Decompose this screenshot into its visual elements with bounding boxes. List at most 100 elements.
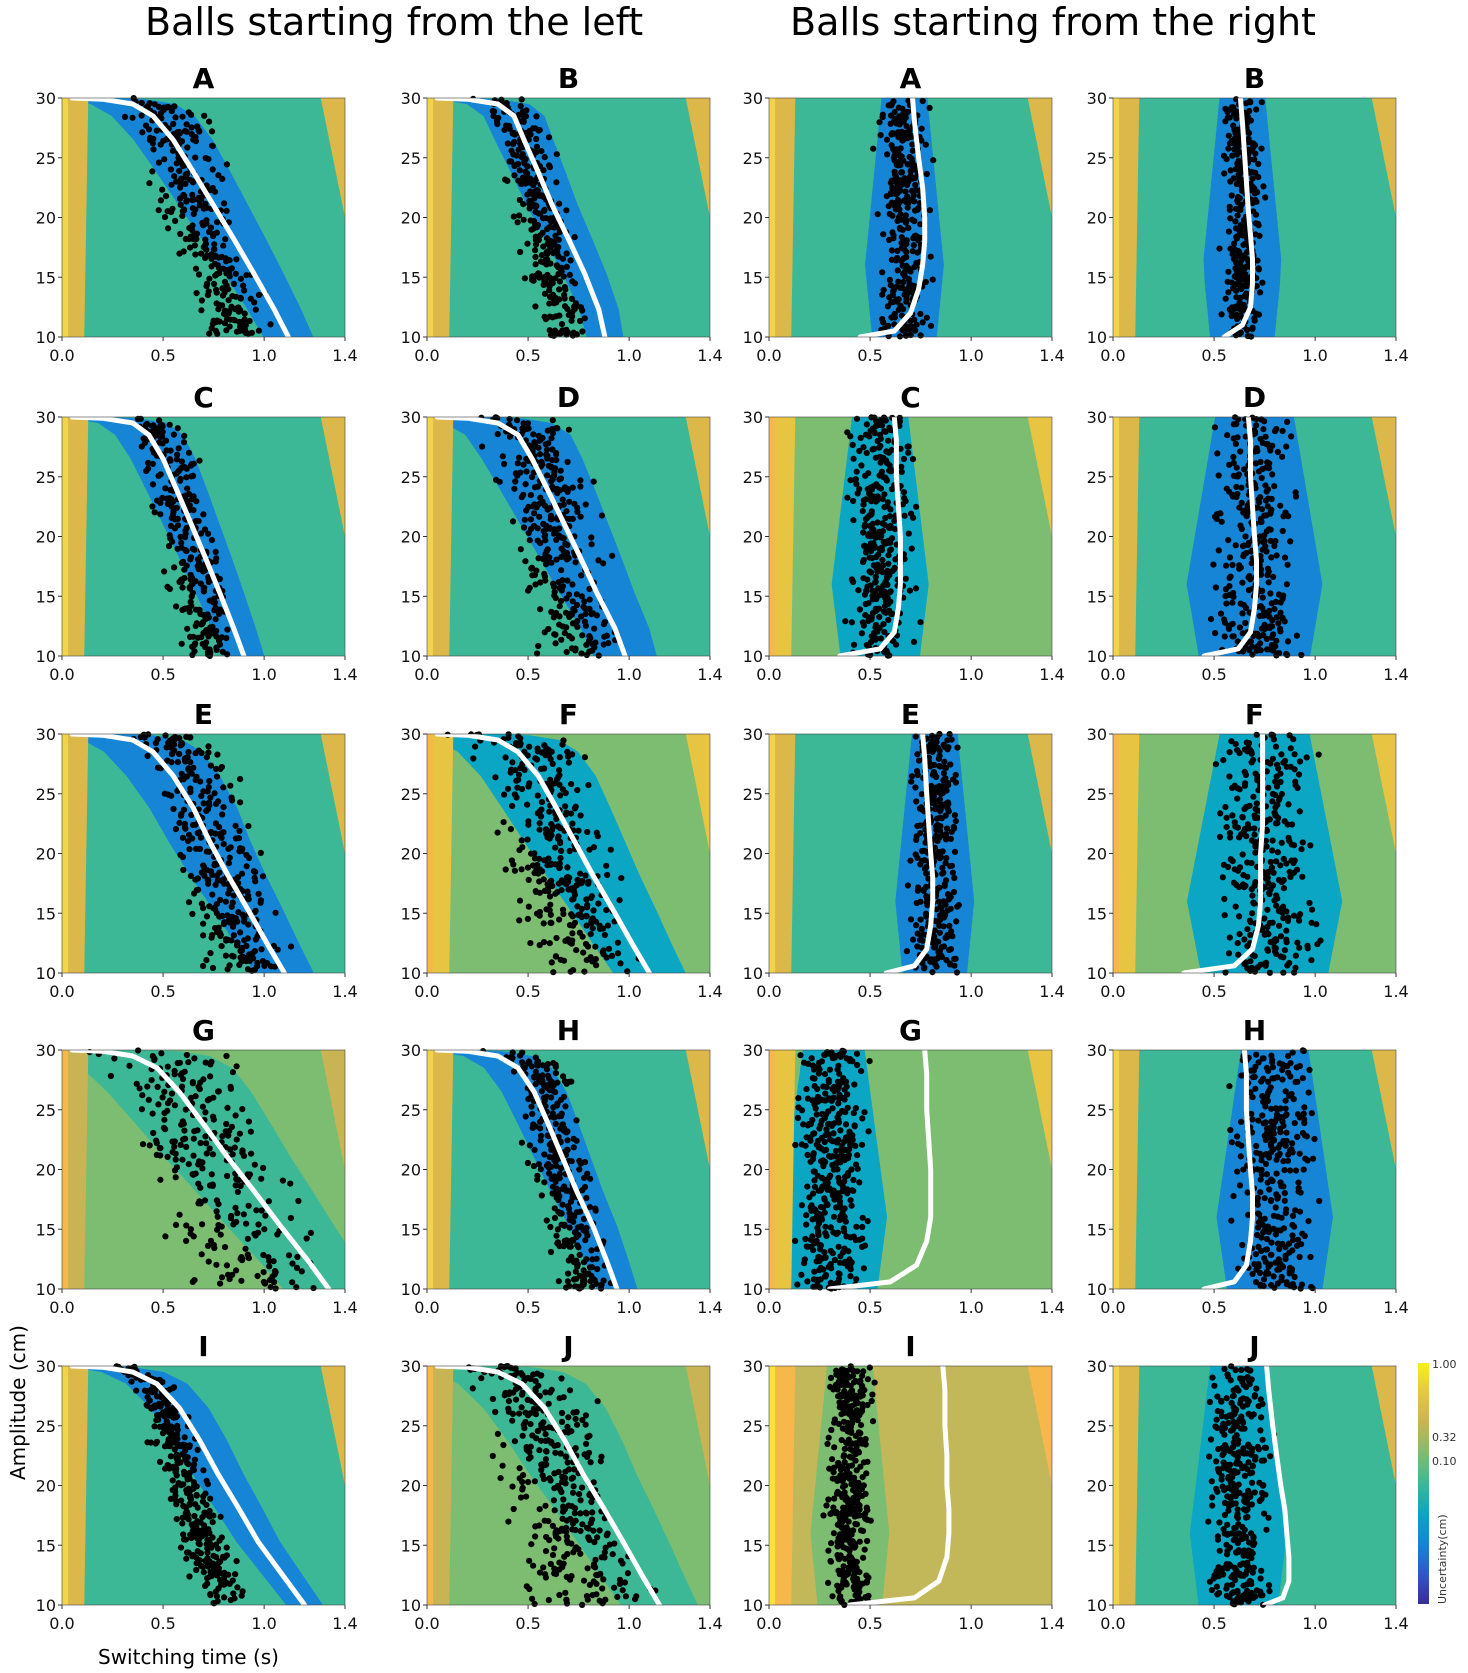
data-point [897, 445, 904, 452]
data-point [571, 1259, 578, 1266]
y-tick-label: 30 [401, 725, 421, 744]
data-point [1299, 873, 1306, 880]
data-point [470, 755, 477, 762]
data-point [538, 1192, 545, 1199]
data-point [185, 831, 193, 838]
data-point [217, 1280, 224, 1287]
data-point [534, 650, 541, 657]
data-point [1235, 163, 1242, 170]
data-point [563, 1080, 570, 1087]
panel-left-e: 10 15 20 25 30 0.0 0.5 1.0 1.4 E [0, 698, 358, 1018]
data-point [877, 485, 884, 492]
data-point [544, 427, 551, 434]
data-point [1233, 483, 1240, 490]
data-point [1253, 800, 1260, 807]
data-point [924, 896, 931, 903]
data-point [850, 578, 857, 585]
data-point [900, 157, 907, 164]
data-point [149, 1110, 156, 1117]
data-point [536, 500, 543, 507]
data-point [539, 1072, 546, 1079]
data-point [582, 610, 589, 617]
data-point [227, 782, 234, 789]
data-point [1262, 497, 1270, 504]
data-point [566, 847, 573, 855]
data-point [170, 805, 177, 813]
data-point [564, 458, 571, 466]
data-point [907, 916, 915, 923]
data-point [942, 860, 949, 867]
data-point [219, 265, 227, 272]
data-point [1275, 814, 1282, 822]
data-point [885, 560, 892, 567]
data-point [558, 847, 565, 854]
data-point [1246, 646, 1253, 653]
x-tick-label: 1.0 [616, 982, 641, 1001]
data-point [551, 631, 558, 638]
data-point [250, 955, 257, 962]
data-point [906, 280, 913, 287]
data-point [180, 248, 187, 255]
panel-label: E [193, 698, 214, 731]
y-tick-label: 20 [401, 209, 421, 228]
data-point [921, 847, 928, 854]
data-point [1242, 433, 1249, 440]
y-tick-label: 15 [401, 587, 421, 606]
data-point [179, 212, 186, 219]
y-tick-label: 15 [36, 268, 56, 287]
data-point [1272, 778, 1279, 785]
data-point [185, 899, 193, 906]
data-point [1272, 743, 1280, 750]
data-point [532, 261, 539, 268]
data-point [543, 235, 551, 242]
data-point [888, 200, 895, 207]
data-point [242, 1245, 249, 1252]
data-point [541, 154, 548, 161]
data-point [570, 967, 577, 974]
data-point [552, 1089, 559, 1096]
data-point [251, 948, 258, 955]
data-point [511, 138, 518, 146]
data-point [884, 499, 891, 506]
data-point [508, 766, 515, 773]
data-point [534, 861, 541, 869]
data-point [949, 933, 956, 940]
data-point [208, 263, 215, 270]
data-point [917, 332, 924, 339]
data-point [164, 1100, 172, 1107]
data-point [179, 584, 186, 591]
data-point [175, 445, 182, 452]
data-point [1234, 212, 1241, 219]
data-point [552, 1070, 559, 1077]
data-point [884, 151, 891, 158]
data-point [588, 534, 595, 541]
data-point [524, 163, 531, 170]
data-point [203, 754, 210, 761]
data-point [174, 522, 182, 529]
data-point [174, 759, 181, 766]
data-point [1239, 579, 1246, 586]
data-point [549, 823, 557, 830]
contour-layer [1113, 98, 1396, 337]
data-point [923, 170, 930, 178]
data-point [532, 303, 539, 310]
data-point [1221, 616, 1228, 623]
data-point [559, 906, 567, 913]
data-point [190, 764, 197, 771]
data-point [272, 909, 279, 916]
data-point [881, 603, 889, 610]
data-point [1255, 160, 1262, 168]
data-point [1235, 157, 1242, 164]
data-point [494, 829, 501, 836]
data-point [941, 758, 948, 765]
data-point [219, 285, 226, 292]
data-point [1226, 574, 1233, 581]
data-point [1288, 433, 1295, 440]
data-point [236, 1130, 243, 1137]
data-point [1266, 613, 1273, 620]
data-point [1273, 425, 1280, 433]
data-point [1244, 926, 1251, 933]
y-tick-label: 20 [36, 209, 56, 228]
data-point [526, 743, 533, 750]
y-tick-label: 15 [401, 1220, 421, 1239]
